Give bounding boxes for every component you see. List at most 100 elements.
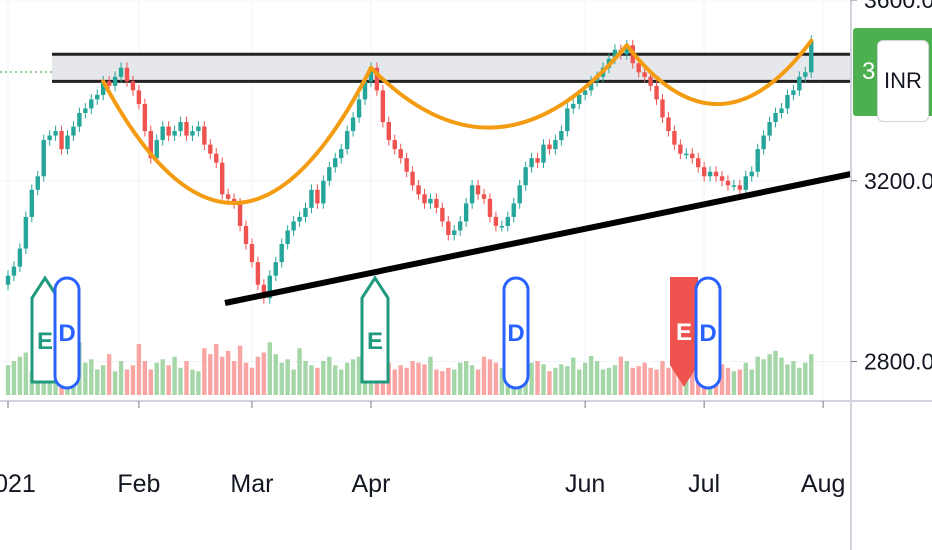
candle-body-32 [196, 126, 201, 132]
candle-body-115 [690, 153, 695, 159]
candle-body-97 [582, 90, 588, 95]
candle-body-9 [59, 131, 64, 150]
y-tick-label-1: 3200.00 [864, 168, 932, 194]
earnings-marker-1-label: E [37, 328, 53, 355]
volume-bar-68 [410, 361, 415, 395]
candle-body-0 [5, 275, 11, 285]
candle-body-106 [636, 63, 641, 73]
candle-body-30 [184, 122, 189, 136]
volume-bar-58 [350, 359, 356, 395]
x-tick-label-6: Aug [801, 470, 845, 498]
candle-body-113 [678, 144, 683, 154]
candle-body-7 [47, 135, 52, 141]
candle-body-122 [731, 185, 737, 187]
candle-body-50 [303, 207, 308, 217]
volume-bar-73 [440, 371, 445, 395]
candle-body-132 [791, 90, 796, 95]
candle-body-53 [321, 180, 326, 204]
volume-bar-54 [327, 356, 332, 395]
volume-bar-41 [249, 367, 255, 395]
candle-body-25 [154, 140, 159, 159]
volume-bar-89 [535, 361, 540, 395]
candle-body-29 [178, 122, 183, 132]
candle-body-65 [392, 140, 397, 150]
candle-body-74 [446, 221, 451, 235]
volume-bar-79 [475, 369, 481, 395]
volume-bar-96 [577, 369, 582, 395]
candle-body-37 [225, 194, 231, 199]
candle-body-24 [148, 131, 153, 159]
volume-bar-51 [309, 365, 314, 395]
volume-bar-82 [493, 362, 499, 395]
candle-body-59 [356, 99, 362, 118]
candle-body-68 [410, 171, 415, 186]
candle-body-121 [725, 180, 731, 186]
candle-body-130 [779, 108, 784, 113]
volume-bar-45 [273, 354, 278, 395]
candle-body-1 [11, 266, 17, 276]
volume-bar-83 [499, 367, 505, 395]
candle-body-129 [773, 112, 778, 123]
volume-bar-129 [773, 350, 778, 395]
candle-body-62 [374, 67, 380, 91]
support-trendline [224, 171, 852, 306]
y-tick-label-2: 3600.00 [864, 0, 932, 13]
candle-body-35 [214, 153, 219, 163]
volume-bar-43 [261, 352, 267, 395]
candlesticks [5, 35, 814, 304]
candle-body-102 [612, 49, 618, 59]
candle-body-96 [577, 94, 582, 104]
candle-body-47 [285, 230, 290, 245]
volume-bar-15 [95, 369, 100, 395]
candle-body-49 [297, 216, 302, 222]
volume-bar-31 [190, 369, 195, 395]
candle-body-125 [749, 171, 754, 177]
candle-body-72 [434, 198, 439, 208]
candle-body-16 [101, 81, 106, 95]
candle-body-108 [648, 76, 653, 86]
volume-bar-101 [606, 367, 612, 395]
volume-bar-120 [719, 364, 725, 395]
volume-bar-44 [267, 342, 272, 395]
candle-body-126 [755, 149, 760, 172]
candle-body-135 [809, 40, 814, 73]
volume-bar-100 [600, 369, 606, 395]
volume-bar-29 [178, 367, 183, 395]
candle-body-114 [684, 153, 689, 156]
price-axis[interactable]: 2800.00 3200.00 3600.00 [851, 0, 932, 375]
volume-bar-121 [725, 367, 731, 395]
candle-body-78 [469, 185, 475, 204]
candle-body-111 [666, 117, 671, 132]
candle-body-79 [475, 185, 481, 195]
candle-body-109 [654, 85, 659, 100]
time-axis[interactable]: 2021 Feb Mar Apr Jun Jul Aug [0, 401, 845, 498]
volume-bar-50 [303, 361, 308, 395]
candle-body-8 [53, 131, 58, 136]
volume-bar-77 [463, 361, 469, 395]
candle-body-82 [493, 216, 499, 226]
volume-bar-0 [5, 365, 11, 395]
candle-body-119 [713, 171, 719, 177]
earnings-marker-3-shape [670, 277, 698, 387]
candle-body-66 [398, 149, 403, 159]
candle-body-75 [452, 230, 457, 235]
candle-body-18 [112, 76, 118, 86]
candle-body-12 [77, 112, 82, 127]
candle-body-89 [535, 158, 540, 163]
currency-button[interactable]: INR [877, 40, 929, 122]
candle-body-48 [291, 221, 296, 231]
candle-body-51 [309, 189, 314, 208]
volume-bar-74 [446, 367, 451, 395]
volume-bar-115 [690, 369, 695, 395]
dividend-marker-2-shape [502, 276, 530, 390]
candle-body-77 [463, 203, 469, 222]
volume-bar-128 [767, 354, 772, 395]
volume-bar-112 [672, 366, 677, 395]
cup-arc-3 [624, 38, 814, 106]
candle-body-60 [362, 81, 368, 100]
candle-body-98 [588, 81, 594, 91]
candle-body-55 [333, 158, 338, 168]
volume-bar-103 [618, 356, 624, 395]
candle-body-44 [267, 275, 272, 299]
